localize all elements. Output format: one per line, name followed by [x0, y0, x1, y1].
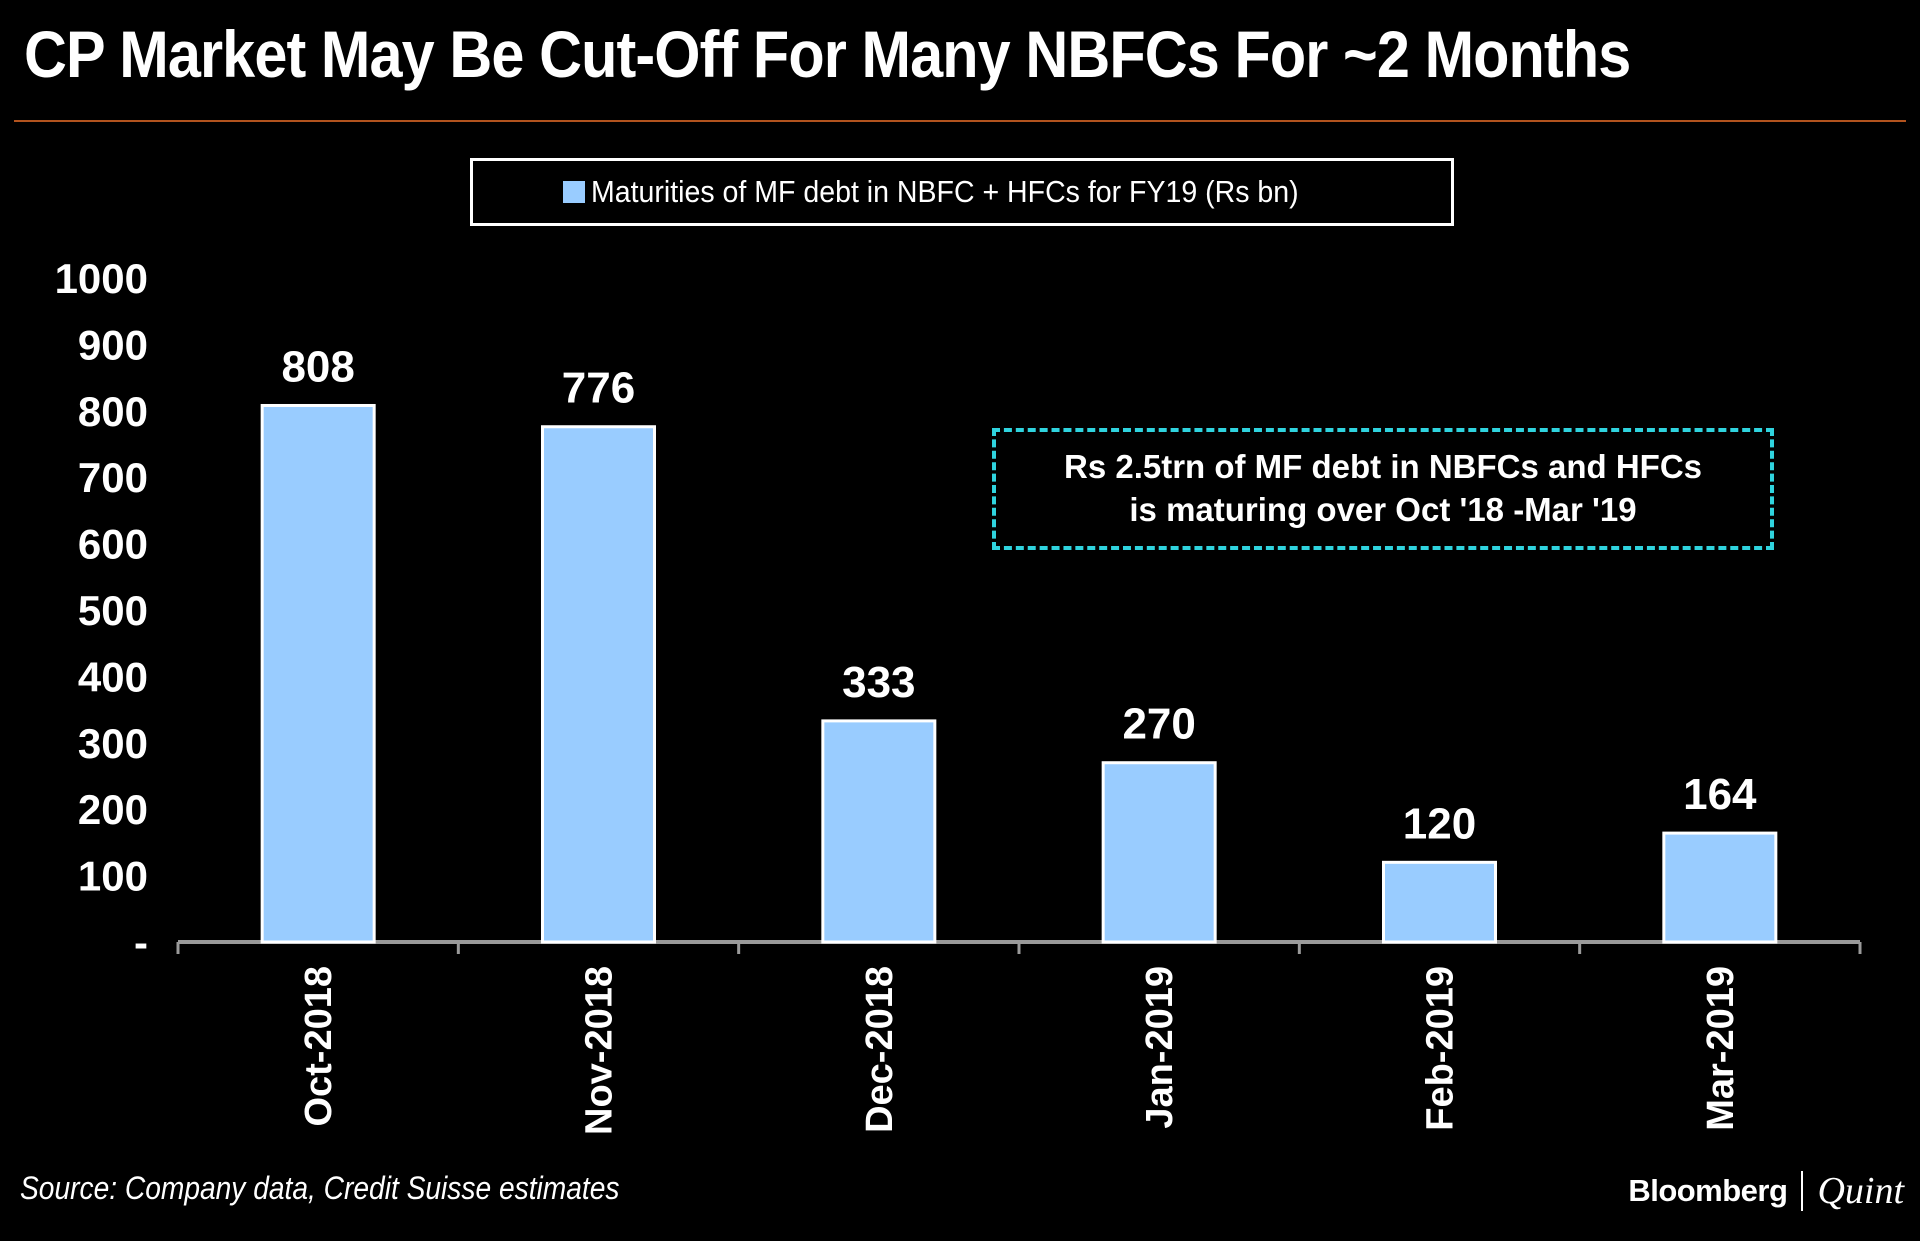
y-tick-label: 300 — [78, 720, 148, 767]
y-tick-label: 600 — [78, 521, 148, 568]
data-label: 333 — [842, 658, 915, 707]
x-tick-label: Jan-2019 — [1139, 966, 1181, 1129]
bar — [541, 425, 656, 944]
annotation-line-2: is maturing over Oct '18 -Mar '19 — [1129, 491, 1637, 528]
data-label: 776 — [562, 364, 635, 413]
brand-logo: Bloomberg Quint — [1628, 1168, 1904, 1214]
legend: Maturities of MF debt in NBFC + HFCs for… — [470, 158, 1454, 226]
chart-title: CP Market May Be Cut-Off For Many NBFCs … — [24, 17, 1631, 91]
data-label: 120 — [1403, 799, 1476, 848]
brand-divider — [1801, 1171, 1804, 1211]
bar — [1662, 831, 1778, 944]
data-label: 808 — [281, 342, 354, 391]
bar-chart: - 100 200 300 400 500 600 700 800 900 1000 808 Oct-2… — [55, 255, 1862, 1135]
bar — [821, 719, 937, 944]
y-tick-label: 100 — [78, 853, 148, 900]
x-tick-label: Oct-2018 — [298, 966, 340, 1127]
x-tick-label: Dec-2018 — [859, 966, 901, 1133]
annotation-box: Rs 2.5trn of MF debt in NBFCs and HFCs i… — [992, 428, 1774, 550]
data-label: 270 — [1122, 700, 1195, 749]
annotation-line-1: Rs 2.5trn of MF debt in NBFCs and HFCs — [1063, 448, 1703, 486]
y-tick-label: 200 — [78, 786, 148, 833]
x-tick-label: Mar-2019 — [1700, 966, 1742, 1131]
y-tick-label: - — [134, 919, 148, 966]
bar — [260, 403, 376, 944]
legend-swatch — [563, 181, 586, 203]
source-note: Source: Company data, Credit Suisse esti… — [20, 1170, 620, 1206]
brand-quint: Quint — [1817, 1170, 1904, 1212]
x-tick-label: Feb-2019 — [1420, 966, 1462, 1131]
bar — [1101, 761, 1217, 944]
y-tick-label: 700 — [78, 454, 148, 501]
y-tick-label: 800 — [78, 388, 148, 435]
y-tick-label: 1000 — [55, 255, 148, 302]
x-tick-label: Nov-2018 — [579, 966, 621, 1135]
title-divider — [14, 120, 1906, 122]
bar — [1382, 860, 1497, 944]
legend-label: Maturities of MF debt in NBFC + HFCs for… — [591, 174, 1300, 209]
y-tick-label: 900 — [78, 321, 148, 368]
y-tick-label: 500 — [78, 587, 148, 634]
y-tick-label: 400 — [78, 653, 148, 700]
data-label: 164 — [1683, 770, 1757, 819]
brand-bloomberg: Bloomberg — [1628, 1173, 1788, 1208]
